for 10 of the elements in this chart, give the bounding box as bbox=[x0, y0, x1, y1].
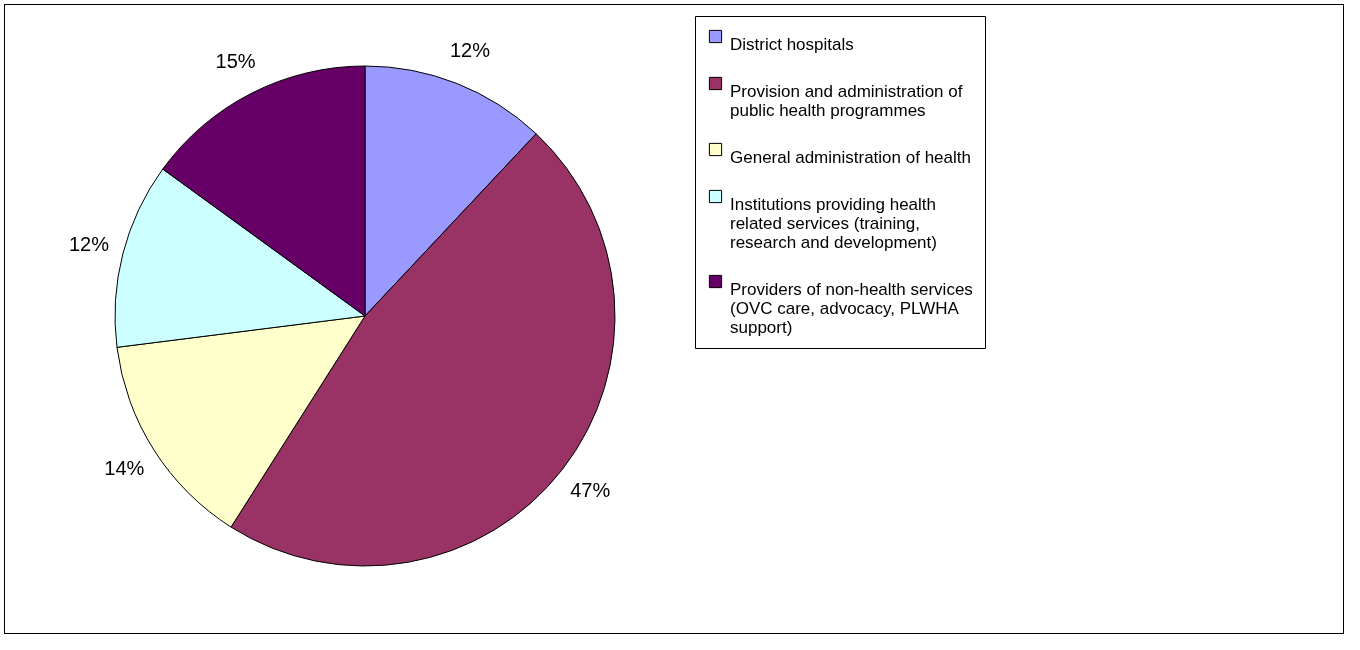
legend-label: District hospitals bbox=[730, 34, 854, 54]
legend-label: Provision and administration of public health programmes bbox=[730, 81, 963, 120]
data-label: 14% bbox=[104, 456, 145, 479]
data-label: 12% bbox=[68, 233, 110, 256]
data-label: 47% bbox=[570, 478, 611, 501]
data-label: 15% bbox=[215, 50, 256, 73]
data-label: 12% bbox=[449, 39, 491, 62]
legend-label: Providers of non-health services (OVC care, advocacy, PLWHA support) bbox=[730, 279, 973, 337]
legend-label: General administration of health bbox=[730, 147, 971, 167]
legend-label: Institutions providing health related services (training, research and development) bbox=[730, 194, 937, 252]
